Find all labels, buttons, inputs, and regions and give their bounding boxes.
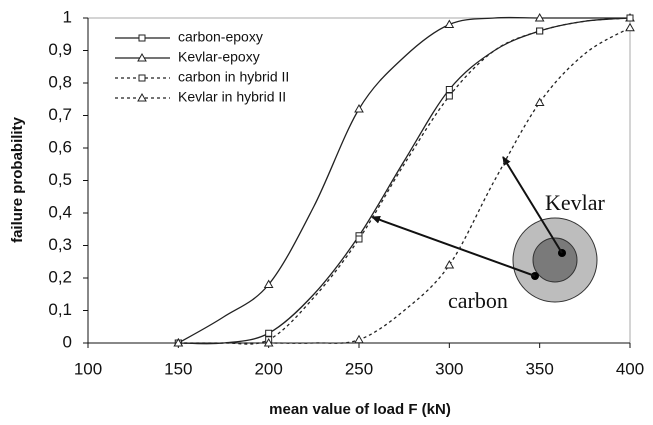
y-tick-label: 0,1 (48, 300, 72, 319)
x-tick-label: 100 (74, 359, 102, 378)
legend-marker (137, 92, 147, 102)
series-line (178, 17, 631, 345)
series-marker (444, 259, 455, 269)
y-tick-label: 0 (63, 332, 72, 351)
y-tick-label: 0,2 (48, 267, 72, 286)
x-tick-label: 350 (525, 359, 553, 378)
series-marker (444, 19, 455, 28)
legend-label: Kevlar in hybrid II (178, 89, 286, 105)
y-tick-label: 0,8 (48, 72, 72, 91)
x-tick-label: 150 (164, 359, 192, 378)
series-marker (173, 337, 184, 347)
legend-label: carbon-epoxy (178, 29, 263, 45)
series-marker (265, 329, 273, 337)
annotation: carbon (448, 288, 508, 313)
series-marker (263, 337, 274, 347)
y-axis-title: failure probability (9, 116, 26, 243)
series-marker (445, 86, 453, 93)
x-axis-title: mean value of load F (kN) (269, 401, 451, 418)
legend-label: carbon in hybrid II (178, 69, 289, 85)
x-tick-label: 250 (345, 359, 373, 378)
series-line (178, 16, 630, 344)
y-tick-label: 1 (63, 7, 72, 26)
series-marker (625, 22, 635, 32)
y-tick-label: 0,4 (48, 202, 72, 221)
series-marker (626, 14, 634, 22)
arrow (371, 215, 536, 277)
legend-marker (137, 52, 147, 62)
y-tick-label: 0,7 (48, 105, 72, 124)
series-marker (263, 279, 274, 288)
inner-core (532, 237, 578, 283)
y-tick-label: 0,3 (48, 235, 72, 254)
series-marker (354, 103, 364, 113)
series-marker (536, 27, 544, 35)
cross-section (371, 156, 598, 303)
annotation: Kevlar (545, 190, 606, 215)
series-marker (534, 12, 545, 22)
legend-label: Kevlar-epoxy (178, 49, 260, 65)
series-line (178, 27, 631, 344)
x-tick-label: 200 (254, 359, 282, 378)
series-marker (354, 334, 364, 344)
y-tick-label: 0,6 (48, 137, 72, 156)
legend-marker (138, 34, 146, 42)
y-tick-label: 0,9 (48, 40, 72, 59)
x-tick-label: 400 (616, 359, 644, 378)
y-tick-label: 0,5 (48, 170, 72, 189)
arrow (502, 156, 563, 254)
series-marker (445, 92, 453, 100)
series-marker (355, 235, 363, 243)
series-marker (534, 97, 545, 106)
legend-marker (138, 74, 146, 82)
x-tick-label: 300 (435, 359, 463, 378)
